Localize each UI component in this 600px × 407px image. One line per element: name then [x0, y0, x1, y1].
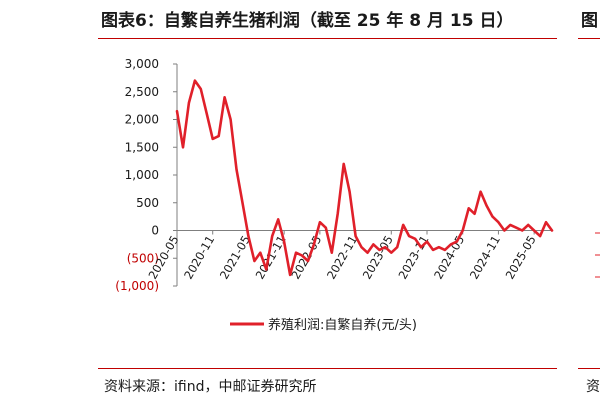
data-point [509, 224, 512, 226]
data-point [319, 221, 321, 223]
data-point [301, 254, 303, 257]
x-tick-label: 2025-05 [503, 233, 539, 282]
next-chart-title-fragment: 图 [581, 11, 598, 31]
data-point [414, 238, 416, 240]
y-tick-label: 500 [136, 196, 159, 210]
data-point [521, 229, 524, 232]
data-point [438, 246, 440, 248]
data-point [372, 243, 375, 246]
data-point [551, 229, 553, 232]
data-point [217, 135, 220, 137]
data-point [533, 229, 535, 232]
x-tick-label: 2024-11 [467, 233, 503, 282]
data-point [545, 221, 547, 223]
data-point [176, 110, 178, 112]
data-point [467, 207, 470, 210]
data-point [205, 113, 208, 115]
data-point [241, 201, 244, 204]
data-point [360, 246, 363, 248]
data-point [277, 218, 279, 221]
data-point [265, 268, 268, 271]
data-point [515, 226, 518, 229]
data-point [313, 243, 315, 246]
data-point [384, 246, 387, 248]
y-tick-label: 3,000 [125, 57, 159, 71]
data-point [271, 235, 274, 237]
data-point [402, 224, 404, 226]
legend-label: 养殖利润:自繁自养(元/头) [268, 317, 417, 333]
data-point [283, 240, 285, 243]
data-point [229, 118, 232, 121]
chart-title: 图表6：自繁自养生猪利润（截至 25 年 8 月 15 日） [101, 11, 514, 31]
data-point [378, 249, 381, 251]
data-point [473, 213, 476, 215]
data-point [455, 240, 458, 243]
data-point [259, 251, 262, 254]
data-point [342, 163, 345, 165]
data-point [426, 240, 428, 243]
data-point [450, 243, 452, 246]
series-line-profit [175, 79, 554, 277]
data-point [235, 168, 238, 171]
data-point [307, 260, 309, 262]
data-point [420, 246, 422, 248]
data-point [479, 190, 482, 193]
data-point [485, 204, 488, 207]
y-tick-label: 2,000 [125, 113, 159, 127]
data-point [432, 249, 434, 251]
data-point [461, 229, 464, 232]
data-point [366, 251, 369, 254]
data-point [336, 213, 339, 215]
y-tick-label: 1,500 [125, 140, 159, 154]
x-tick-label: 2023-11 [395, 233, 431, 282]
data-point [390, 251, 393, 254]
source-divider [98, 368, 557, 369]
data-point [491, 215, 494, 218]
data-point [354, 235, 357, 237]
data-point [396, 246, 399, 248]
data-point [330, 251, 333, 254]
y-tick-label: 1,000 [125, 168, 159, 182]
data-point [295, 251, 297, 254]
data-point [253, 260, 256, 262]
data-point [194, 79, 196, 82]
data-point [527, 224, 529, 226]
data-point [444, 249, 446, 251]
data-point [211, 138, 214, 140]
y-tick-label: 0 [151, 224, 159, 238]
data-point [325, 226, 327, 229]
x-tick-label: 2020-11 [181, 233, 217, 282]
x-tick-label: 2024-05 [431, 233, 467, 282]
x-tick-label: 2023-05 [360, 233, 396, 282]
next-title-divider [578, 38, 600, 39]
next-source-divider [578, 368, 600, 369]
data-point [182, 146, 184, 149]
data-point [289, 274, 291, 276]
data-point [247, 235, 250, 237]
data-point [497, 221, 500, 223]
y-tick-label: 2,500 [125, 85, 159, 99]
data-point [188, 102, 190, 104]
x-tick-label: 2021-05 [217, 233, 253, 282]
data-point [503, 229, 506, 232]
data-point [348, 190, 351, 193]
title-divider [98, 38, 557, 39]
y-tick-label: (500) [127, 251, 159, 265]
data-point [408, 235, 410, 237]
source-note: 资料来源：ifind，中邮证券研究所 [104, 379, 317, 395]
data-point [539, 235, 541, 237]
data-point [200, 88, 202, 90]
y-tick-label: (1,000) [115, 279, 159, 293]
next-figure-edge [592, 225, 600, 285]
next-source-fragment: 资 [586, 379, 600, 395]
data-point [223, 96, 226, 99]
